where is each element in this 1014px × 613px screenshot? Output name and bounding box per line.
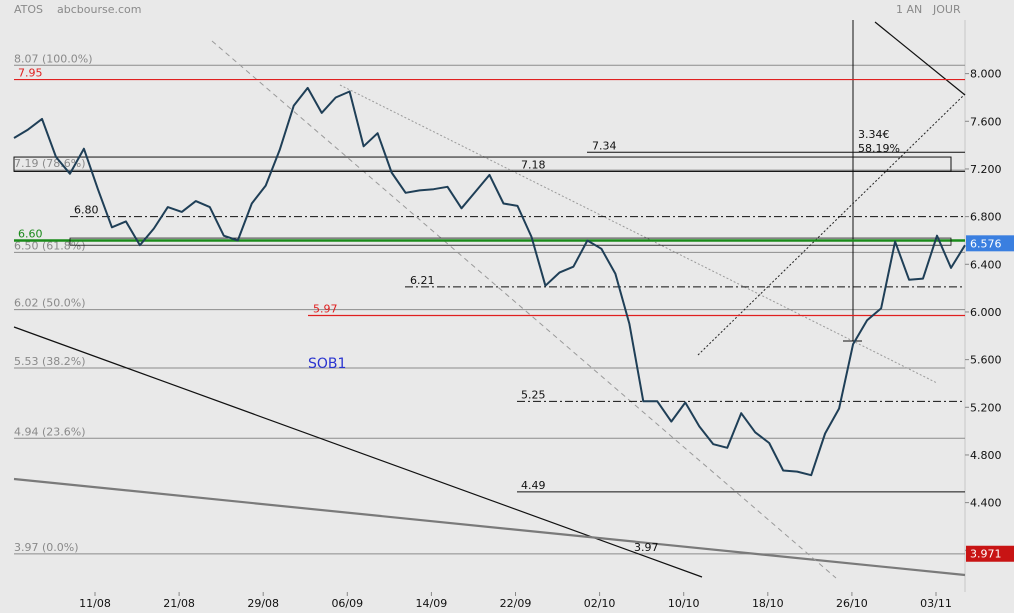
level-label: 6.80	[74, 204, 99, 217]
level-label: 4.49	[521, 479, 546, 492]
fib-label: 3.97 (0.0%)	[14, 541, 79, 554]
x-tick-label: 22/09	[500, 597, 532, 610]
level-label: 5.97	[313, 303, 338, 316]
x-tick-label: 21/08	[163, 597, 195, 610]
trendline-channel-dashed	[211, 40, 837, 579]
y-axis: 8.000 7.600 7.200 6.800 6.400 6.000 5.600 5.200…	[965, 68, 1002, 557]
level-label: 5.25	[521, 388, 546, 401]
low-badge-bg	[966, 545, 1014, 562]
x-tick-label: 26/10	[836, 597, 868, 610]
fib-label: 6.50 (61.8%)	[14, 239, 86, 252]
y-tick-label: 7.600	[970, 115, 1002, 128]
y-tick-label: 6.400	[970, 258, 1002, 271]
y-tick-label: 4.400	[970, 497, 1002, 510]
green-zone-box	[69, 237, 952, 246]
x-tick-label: 11/08	[79, 597, 111, 610]
level-label: 6.60	[18, 227, 43, 240]
trendline-gray-thick	[13, 477, 966, 577]
trendline-black-lower	[13, 326, 703, 578]
low-badge-value: 3.971	[970, 548, 1002, 561]
x-tick-label: 18/10	[752, 597, 784, 610]
fib-label: 7.19 (78.6%)	[14, 157, 86, 170]
level-label: 7.18	[521, 158, 546, 171]
y-tick-label: 5.200	[970, 401, 1002, 414]
y-tick-label: 7.200	[970, 163, 1002, 176]
x-tick-label: 10/10	[668, 597, 700, 610]
x-axis: 11/08 21/08 29/08 06/09 14/09 22/09 02/10 10/10…	[79, 592, 952, 610]
interval-selector[interactable]: JOUR	[932, 3, 961, 16]
trendline-channel-dotted	[339, 84, 938, 384]
y-tick-label: 6.000	[970, 306, 1002, 319]
low-badge: 3.971	[966, 545, 1014, 562]
fib-label: 4.94 (23.6%)	[14, 425, 86, 438]
level-label: 7.34	[592, 139, 617, 152]
fib-label: 8.07 (100.0%)	[14, 52, 93, 65]
x-tick-label: 06/09	[331, 597, 363, 610]
resistance-levels: 7.95 6.60 5.97 6.80 6.21 5.25 7.34 7.18 4.49 3.97	[13, 67, 965, 554]
trendline-top-right	[874, 21, 966, 96]
last-price-value: 6.576	[970, 237, 1002, 250]
x-tick-label: 29/08	[247, 597, 279, 610]
y-tick-label: 6.800	[970, 211, 1002, 224]
measure-percent: 58.19%	[858, 142, 900, 155]
zone-box	[13, 156, 952, 172]
x-tick-label: 02/10	[584, 597, 616, 610]
source-label: abcbourse.com	[57, 3, 141, 16]
fibonacci-levels: 8.07 (100.0%) 7.19 (78.6%) 6.50 (61.8%) 6.0…	[14, 52, 965, 555]
price-series-line	[13, 86, 966, 477]
pattern-label: SOB1	[308, 356, 346, 372]
period-selector[interactable]: 1 AN	[896, 3, 922, 16]
measure-value: 3.34€	[858, 128, 890, 141]
level-note-label: 3.97	[634, 541, 659, 554]
y-tick-label: 4.800	[970, 449, 1002, 462]
x-tick-label: 03/11	[920, 597, 952, 610]
y-tick-label: 5.600	[970, 354, 1002, 367]
fib-label: 6.02 (50.0%)	[14, 297, 86, 310]
last-price-badge-bg	[966, 235, 1014, 252]
fib-label: 5.53 (38.2%)	[14, 355, 86, 368]
y-tick-label: 8.000	[970, 68, 1002, 81]
symbol-label: ATOS	[14, 3, 43, 16]
trendlines	[13, 20, 966, 579]
last-price-badge: 6.576	[966, 235, 1014, 252]
level-label: 6.21	[410, 274, 435, 287]
level-label: 7.95	[18, 67, 43, 80]
x-tick-label: 14/09	[416, 597, 448, 610]
